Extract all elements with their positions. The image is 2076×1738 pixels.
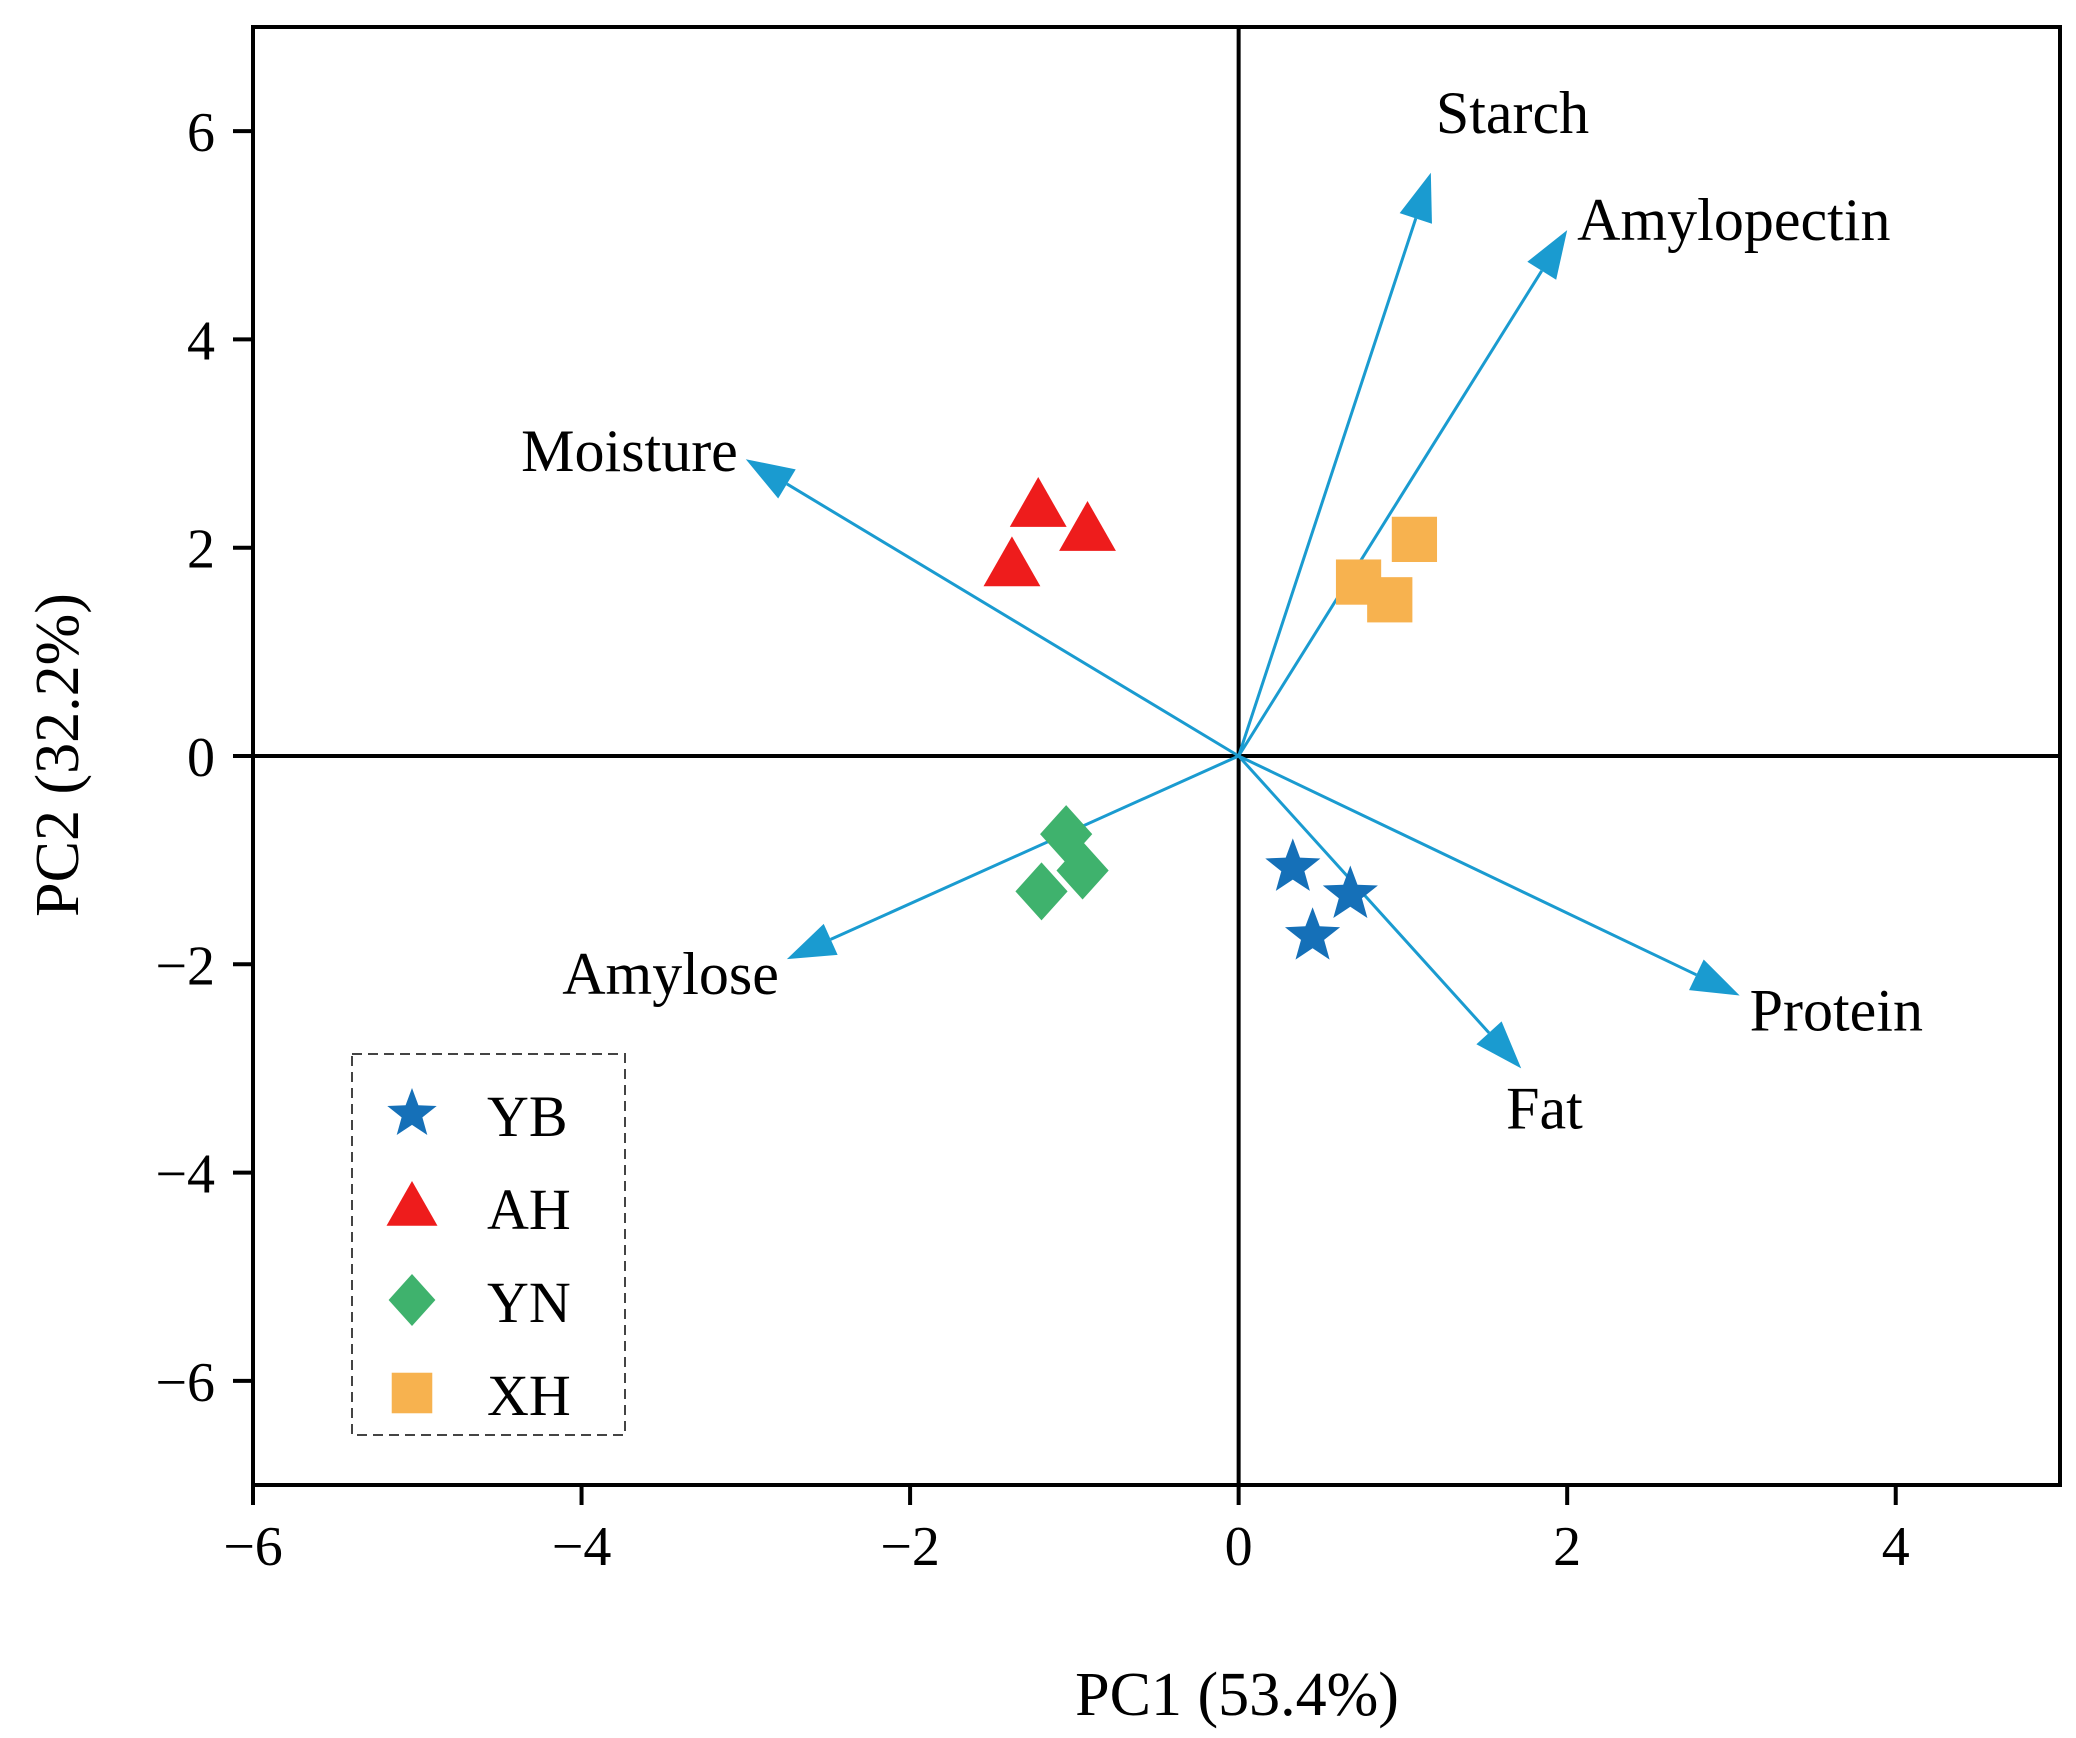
score-point-yn <box>1015 862 1068 921</box>
x-axis-title: PC1 (53.4%) <box>1075 1661 1399 1729</box>
axis-titles: PC1 (53.4%) PC2 (32.2%) <box>24 593 1399 1729</box>
score-point-yb <box>1322 865 1378 918</box>
loading-arrowhead <box>745 459 796 499</box>
y-tick-label: −6 <box>155 1352 215 1414</box>
y-axis-title: PC2 (32.2%) <box>24 593 92 917</box>
loading-vectors: Starch Amylopectin Moisture Amylose Protein F… <box>521 80 1923 1142</box>
loading-arrowhead <box>1476 1021 1522 1069</box>
x-tick-label: −4 <box>552 1516 612 1578</box>
loading-label: Moisture <box>521 418 738 484</box>
y-tick-label: 4 <box>187 310 215 372</box>
y-tick-label: 2 <box>187 519 215 581</box>
y-tick-label: 0 <box>187 727 215 789</box>
legend-label: YB <box>487 1084 568 1149</box>
score-point-xh <box>1367 577 1413 623</box>
y-tick-label: −2 <box>155 935 215 997</box>
loading-arrowhead <box>1527 230 1568 280</box>
axes: −6 −4 −2 0 2 4 −6 −4 −2 0 2 4 6 <box>155 25 2062 1578</box>
loading-label: Amylose <box>562 941 779 1007</box>
loading-arrow-line <box>1237 269 1544 757</box>
score-point-xh <box>1391 516 1438 563</box>
loading-arrow-line <box>786 482 1240 758</box>
loading-arrow-line <box>830 754 1240 941</box>
loading-label: Fat <box>1506 1075 1583 1141</box>
legend-label: AH <box>487 1177 571 1242</box>
loading-label: Amylopectin <box>1577 187 1890 253</box>
loading-arrowhead <box>1689 959 1740 996</box>
legend-marker-yb <box>387 1088 437 1135</box>
x-tick-label: 0 <box>1225 1516 1253 1578</box>
score-point-yn <box>1056 841 1109 900</box>
score-point-ah <box>1009 477 1067 527</box>
loading-label: Starch <box>1436 80 1589 146</box>
x-tick-label: 2 <box>1553 1516 1581 1578</box>
x-tick-label: 4 <box>1882 1516 1910 1578</box>
y-tick-label: −4 <box>155 1144 215 1206</box>
score-point-yb <box>1285 907 1341 960</box>
loading-arrow-line <box>1237 754 1698 977</box>
legend: YB AH YN XH <box>351 1053 626 1436</box>
y-tick-label: 6 <box>187 102 215 164</box>
legend-label: YN <box>487 1270 571 1335</box>
loading-label: Protein <box>1750 978 1923 1044</box>
x-tick-label: −2 <box>880 1516 940 1578</box>
legend-marker-yn <box>388 1274 436 1326</box>
legend-marker-xh <box>391 1372 433 1414</box>
legend-marker-ah <box>386 1181 438 1226</box>
score-points <box>983 477 1438 960</box>
score-point-yb <box>1265 838 1321 891</box>
loading-arrowhead <box>786 923 838 960</box>
legend-box <box>351 1053 626 1436</box>
loading-arrow-line <box>1237 217 1418 757</box>
score-point-ah <box>1059 501 1116 551</box>
loading-arrowhead <box>1399 172 1432 224</box>
legend-label: XH <box>487 1363 571 1428</box>
score-point-ah <box>983 536 1041 587</box>
x-tick-label: −6 <box>223 1516 283 1578</box>
